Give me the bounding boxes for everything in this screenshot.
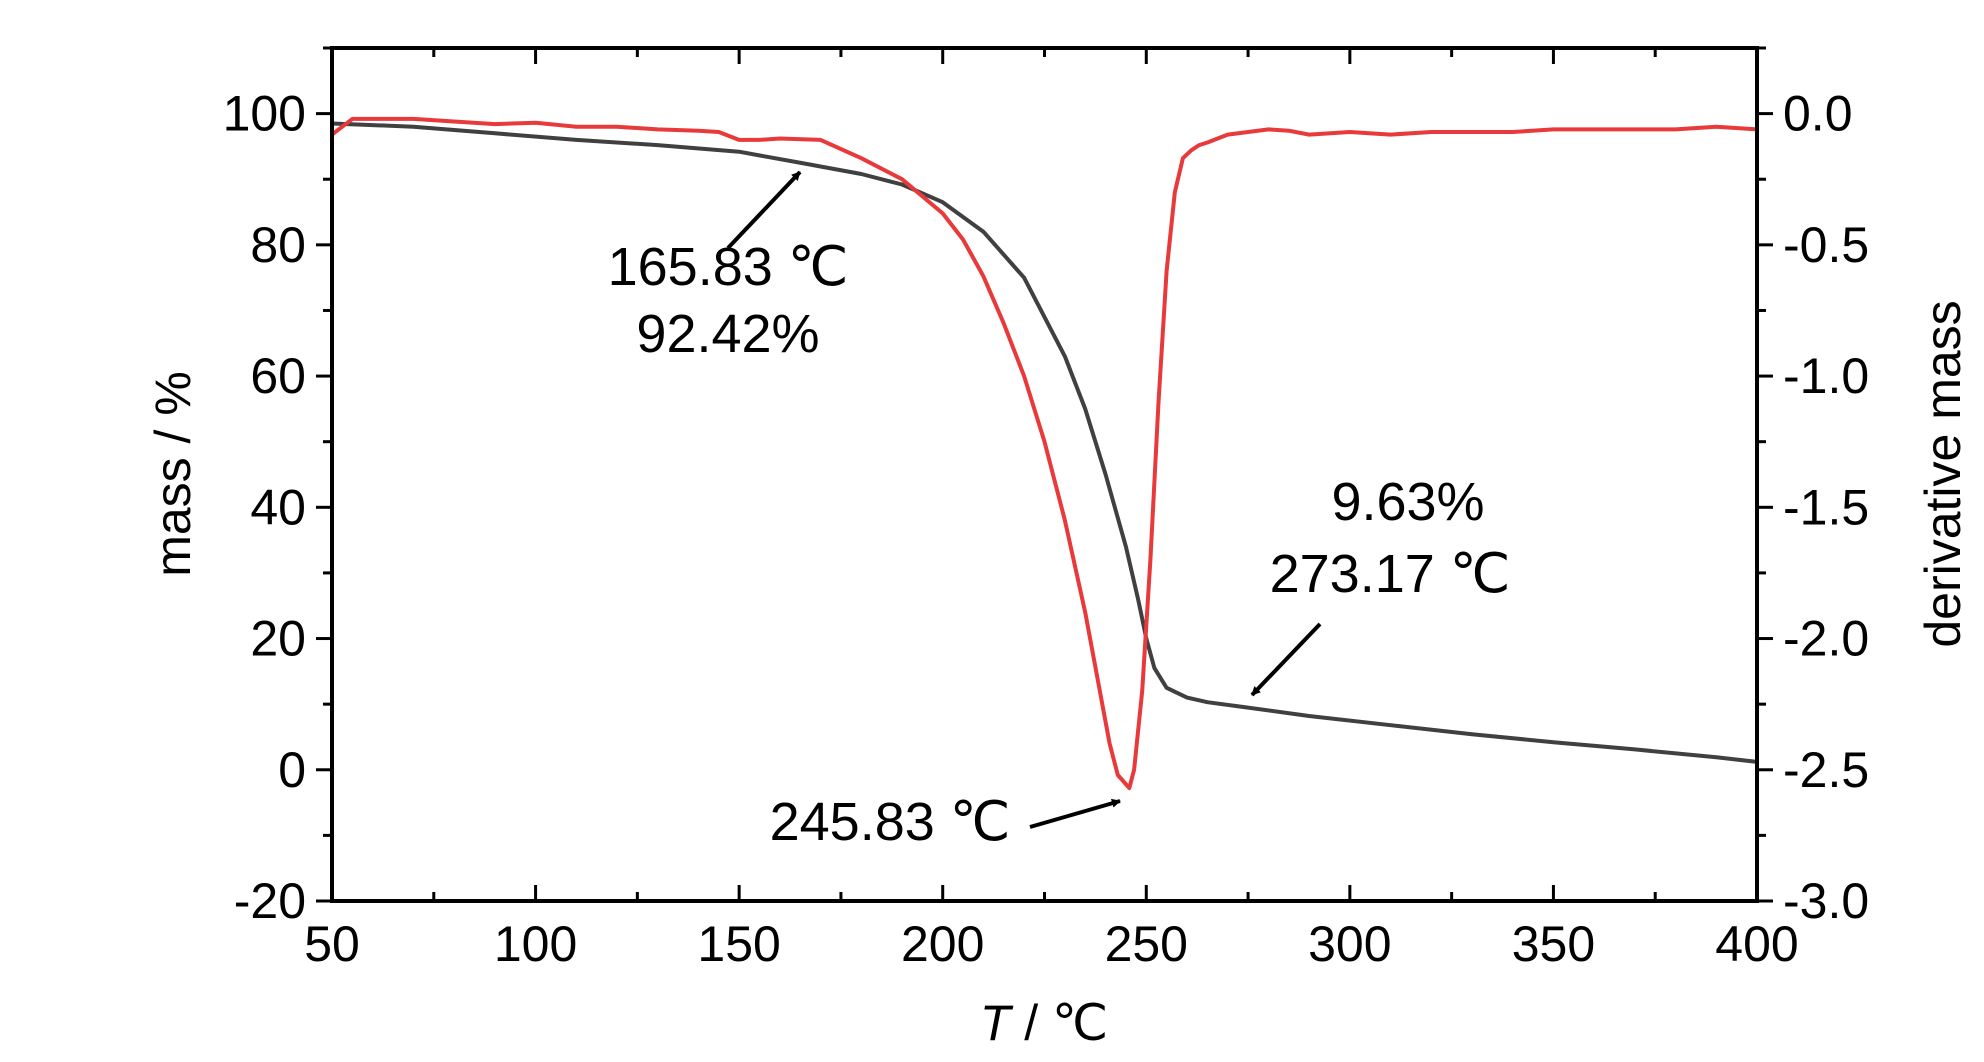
y2-axis-ticks: -3.0 -2.5 -2.0 -1.5 -1.0 -0.5 0.0 [1757, 46, 1869, 929]
y-tick-label: 80 [250, 217, 306, 273]
y-tick-label: 0 [278, 742, 306, 798]
annotation-end: 9.63% 273.17 ℃ [1250, 472, 1511, 697]
y2-tick-label: -2.5 [1783, 742, 1869, 798]
annotation-end-arrow [1250, 622, 1322, 697]
annotation-onset: 165.83 ℃ 92.42% [608, 170, 848, 364]
annotation-onset-arrow [726, 170, 802, 250]
series-line-1 [330, 116, 1759, 791]
y-tick-label: 20 [250, 611, 306, 667]
annotation-onset-mass: 92.42% [636, 304, 819, 364]
y-axis-ticks: -20 0 20 40 60 80 100 [223, 46, 332, 929]
x-axis-title: T / ℃ [980, 995, 1108, 1051]
y2-tick-label: -1.5 [1783, 479, 1869, 535]
y-tick-label: 60 [250, 348, 306, 404]
y-tick-label: 100 [223, 86, 306, 142]
y2-tick-label: -1.0 [1783, 348, 1869, 404]
y-axis-title: mass / % [145, 371, 201, 577]
x-tick-label: 300 [1308, 916, 1391, 972]
annotation-end-temp: 273.17 ℃ [1270, 544, 1511, 604]
annotation-peak-arrow [1029, 798, 1121, 829]
annotation-end-mass: 9.63% [1331, 472, 1484, 532]
series-line-0 [330, 121, 1759, 764]
plot-frame [330, 46, 1759, 903]
y2-tick-label: -3.0 [1783, 873, 1869, 929]
x-tick-label: 350 [1512, 916, 1595, 972]
y2-tick-label: -0.5 [1783, 217, 1869, 273]
x-tick-label: 200 [901, 916, 984, 972]
x-tick-label: 100 [494, 916, 577, 972]
annotation-peak: 245.83 ℃ [770, 792, 1121, 852]
y2-tick-label: 0.0 [1783, 86, 1853, 142]
x-tick-label: 150 [697, 916, 780, 972]
x-tick-label: 50 [304, 916, 360, 972]
y2-axis-title: derivative mass [1915, 300, 1971, 647]
x-axis-ticks: 50 100 150 200 250 300 350 400 [304, 48, 1799, 972]
annotation-peak-temp: 245.83 ℃ [770, 792, 1011, 852]
x-axis-title-italic: T [980, 995, 1014, 1051]
y2-tick-label: -2.0 [1783, 611, 1869, 667]
y-tick-label: -20 [234, 873, 306, 929]
y-tick-label: 40 [250, 479, 306, 535]
x-axis-title-rest: / ℃ [1010, 995, 1108, 1051]
x-tick-label: 400 [1715, 916, 1798, 972]
x-tick-label: 250 [1105, 916, 1188, 972]
series-layer [330, 116, 1759, 791]
